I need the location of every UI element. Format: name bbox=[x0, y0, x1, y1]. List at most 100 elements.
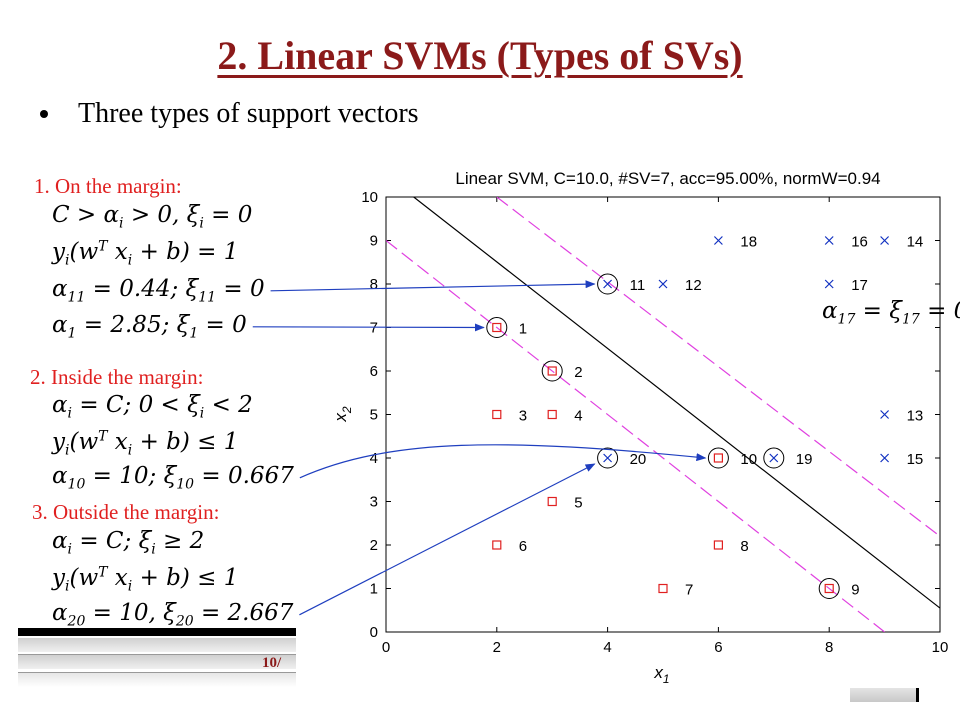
chart-annotation-alpha-17: α17 = ξ17 = 0 bbox=[818, 298, 960, 328]
equation-inside-margin-condition: αi = C; 0 < ξi < 2 bbox=[52, 392, 253, 422]
point-label-10: 10 bbox=[740, 451, 757, 468]
x-tick-label: 6 bbox=[714, 639, 722, 656]
equation-alpha-20: α20 = 10, ξ20 = 2.667 bbox=[52, 600, 293, 630]
footer-decoration bbox=[18, 628, 296, 690]
eq-text: C > αi > 0, ξi = 0 bbox=[52, 202, 253, 232]
point-cross-11 bbox=[603, 279, 613, 289]
x-axis-label-main: x bbox=[653, 663, 663, 682]
point-cross-12 bbox=[658, 279, 668, 289]
point-cross-19 bbox=[769, 453, 779, 463]
point-square-6 bbox=[492, 540, 502, 550]
arrow-layer bbox=[252, 280, 707, 616]
equation-on-margin-constraint: yi(wT xi + b) = 1 bbox=[52, 238, 238, 268]
point-cross-20 bbox=[603, 453, 613, 463]
support-vector-ring-9 bbox=[818, 578, 840, 599]
footer-page-number: 10/ bbox=[262, 655, 282, 671]
y-tick-label: 5 bbox=[370, 407, 378, 424]
y-tick-label: 9 bbox=[370, 233, 378, 250]
equation-alpha-11: α11 = 0.44; ξ11 = 0 bbox=[52, 276, 265, 306]
point-label-20: 20 bbox=[630, 451, 647, 468]
section-inside-margin-heading: 2. Inside the margin: bbox=[30, 365, 204, 389]
x-axis-label-sub: 1 bbox=[663, 672, 670, 686]
x-axis-label: x1 bbox=[653, 663, 669, 686]
point-label-7: 7 bbox=[685, 582, 693, 599]
y-axis-label: x2 bbox=[331, 406, 354, 423]
eq-text: α1 = 2.85; ξ1 = 0 bbox=[52, 312, 247, 342]
y-tick-label: 0 bbox=[370, 624, 378, 641]
point-cross-17 bbox=[824, 279, 834, 289]
point-cross-14 bbox=[880, 236, 890, 245]
point-square-1 bbox=[492, 322, 502, 333]
footer-bar-black bbox=[18, 628, 296, 636]
support-vector-ring-2 bbox=[541, 360, 563, 382]
point-cross-16 bbox=[824, 236, 834, 245]
point-label-8: 8 bbox=[740, 538, 748, 555]
y-tick-label: 3 bbox=[370, 494, 378, 511]
equation-inside-margin-constraint: yi(wT xi + b) ≤ 1 bbox=[52, 428, 238, 458]
point-label-9: 9 bbox=[851, 582, 859, 599]
point-square-2 bbox=[547, 366, 557, 376]
point-square-4 bbox=[547, 409, 557, 420]
y-tick-label: 4 bbox=[370, 450, 378, 467]
equation-alpha-10: α10 = 10; ξ10 = 0.667 bbox=[52, 463, 294, 493]
bullet-dot bbox=[40, 109, 48, 118]
margin-upper-line bbox=[496, 197, 940, 537]
point-label-5: 5 bbox=[574, 495, 582, 512]
support-vector-ring-10 bbox=[707, 447, 729, 469]
eq-text: α11 = 0.44; ξ11 = 0 bbox=[52, 276, 265, 306]
point-label-16: 16 bbox=[851, 234, 868, 251]
point-cross-15 bbox=[880, 453, 890, 463]
point-square-5 bbox=[547, 496, 557, 507]
footer-bar-grey-1 bbox=[18, 638, 296, 652]
point-square-10 bbox=[713, 453, 724, 463]
point-label-11: 11 bbox=[630, 277, 646, 294]
y-tick-label: 8 bbox=[370, 276, 378, 293]
footer-bar-grey-2 bbox=[18, 654, 296, 669]
point-label-15: 15 bbox=[907, 451, 924, 468]
eq-text: αi = C; 0 < ξi < 2 bbox=[52, 392, 253, 422]
annotation-arrow-20 bbox=[299, 463, 596, 616]
annotation-arrow-10 bbox=[299, 444, 707, 479]
point-cross-13 bbox=[880, 410, 890, 419]
point-square-8 bbox=[713, 540, 724, 550]
bullet-text: Three types of support vectors bbox=[78, 98, 419, 129]
support-vector-ring-11 bbox=[597, 273, 619, 295]
support-vector-ring-19 bbox=[763, 447, 785, 469]
y-axis-label-main: x bbox=[331, 413, 350, 423]
point-label-1: 1 bbox=[519, 321, 527, 338]
y-tick-label: 7 bbox=[370, 320, 378, 337]
bullet-row: Three types of support vectors bbox=[40, 98, 419, 130]
y-tick-label: 10 bbox=[361, 189, 378, 206]
point-label-4: 4 bbox=[574, 408, 582, 425]
eq-text: yi(wT xi + b) ≤ 1 bbox=[52, 428, 239, 459]
point-label-13: 13 bbox=[907, 408, 924, 425]
point-label-18: 18 bbox=[740, 234, 757, 251]
point-label-6: 6 bbox=[519, 538, 527, 555]
y-tick-label: 6 bbox=[370, 363, 378, 380]
annotation-arrow-11 bbox=[270, 280, 596, 292]
section-on-margin-heading: 1. On the margin: bbox=[34, 174, 182, 198]
annotation-arrow-1 bbox=[252, 323, 485, 332]
point-cross-18 bbox=[713, 236, 723, 245]
point-label-19: 19 bbox=[796, 451, 813, 468]
equation-outside-margin-constraint: yi(wT xi + b) ≤ 1 bbox=[52, 564, 238, 594]
support-vector-ring-20 bbox=[597, 447, 619, 469]
point-label-12: 12 bbox=[685, 277, 702, 294]
eq-text: yi(wT xi + b) ≤ 1 bbox=[52, 564, 239, 595]
support-vector-ring-1 bbox=[486, 317, 508, 338]
y-axis-label-sub: 2 bbox=[340, 406, 354, 414]
corner-decoration bbox=[850, 688, 919, 702]
decision-boundary-line bbox=[413, 197, 940, 609]
point-label-3: 3 bbox=[519, 408, 527, 425]
y-tick-label: 1 bbox=[370, 581, 378, 598]
x-tick-label: 10 bbox=[932, 639, 949, 656]
eq-text: yi(wT xi + b) = 1 bbox=[52, 238, 239, 269]
point-square-9 bbox=[824, 583, 834, 594]
slide-title: 2. Linear SVMs (Types of SVs) bbox=[217, 33, 743, 78]
plot-frame bbox=[385, 196, 941, 633]
equation-outside-margin-condition: αi = C; ξi ≥ 2 bbox=[52, 528, 204, 558]
eq-text: α20 = 10, ξ20 = 2.667 bbox=[52, 600, 294, 630]
x-tick-label: 4 bbox=[603, 639, 611, 656]
